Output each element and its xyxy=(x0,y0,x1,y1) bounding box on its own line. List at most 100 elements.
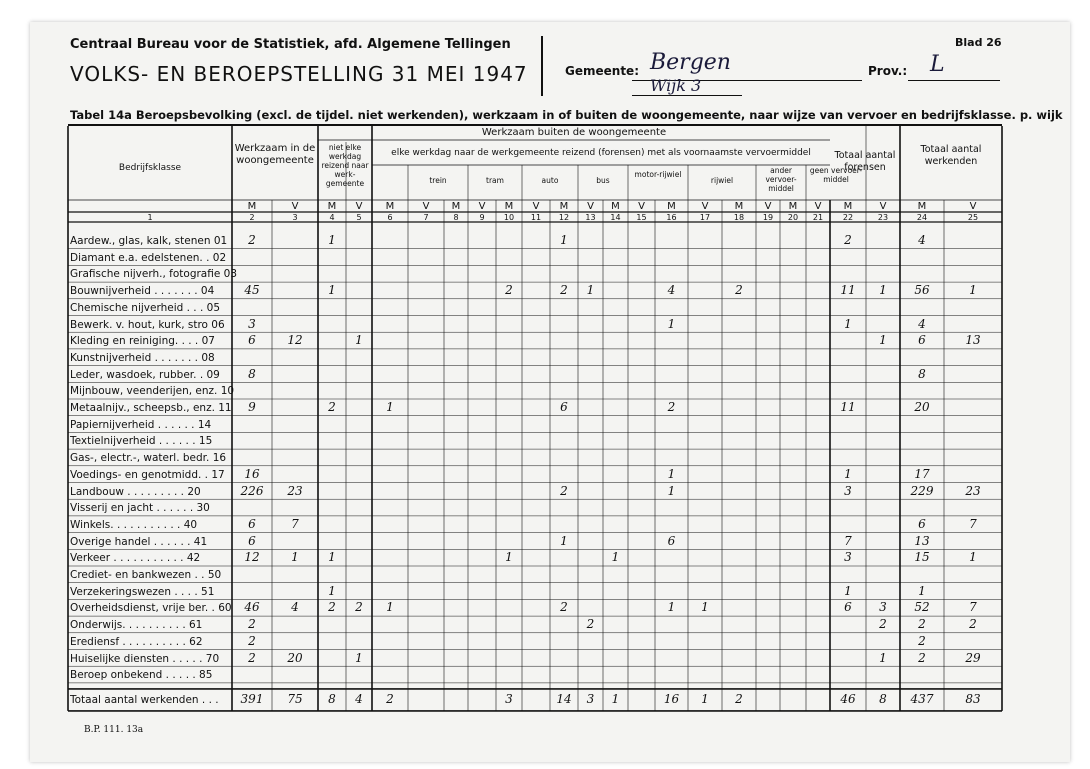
row-label: Kunstnijverheid . . . . . . . 08 xyxy=(70,351,215,364)
cell-value: 1 xyxy=(667,466,676,481)
header-v: V xyxy=(814,201,822,212)
column-number: 7 xyxy=(423,213,429,222)
column-number: 12 xyxy=(558,213,570,222)
row-label: Visserij en jacht . . . . . . 30 xyxy=(70,502,210,515)
province-label: Prov.: xyxy=(868,64,908,78)
cell-value: 4 xyxy=(667,283,676,298)
column-number: 10 xyxy=(503,213,515,222)
cell-value: 2 xyxy=(248,617,256,632)
cell-value: 2 xyxy=(355,600,363,615)
total-value: 2 xyxy=(386,691,394,706)
cell-value: 6 xyxy=(667,533,676,548)
header-divider xyxy=(541,36,543,96)
total-label: Totaal aantal werkenden . . . xyxy=(70,693,219,706)
row-label: Overige handel . . . . . . 41 xyxy=(70,535,208,548)
cell-value: 20 xyxy=(914,400,930,414)
cell-value: 2 xyxy=(248,633,256,648)
column-number: 13 xyxy=(585,213,596,222)
cell-value: 229 xyxy=(910,483,934,498)
cell-value: 2 xyxy=(586,617,595,632)
cell-value: 1 xyxy=(844,583,852,598)
cell-value: 1 xyxy=(328,233,336,247)
cell-value: 2 xyxy=(918,633,926,648)
cell-value: 17 xyxy=(914,466,930,481)
column-number: 11 xyxy=(530,213,542,222)
total-value: 3 xyxy=(505,691,513,706)
cell-value: 23 xyxy=(965,483,981,498)
column-number: 20 xyxy=(787,213,799,222)
cell-value: 1 xyxy=(586,283,595,298)
cell-value: 4 xyxy=(291,600,299,615)
cell-value: 2 xyxy=(667,400,676,414)
cell-value: 2 xyxy=(328,400,336,414)
cell-value: 2 xyxy=(560,600,568,615)
row-label: Leder, wasdoek, rubber. . 09 xyxy=(70,368,220,381)
cell-value: 1 xyxy=(560,233,568,247)
cell-value: 56 xyxy=(914,283,930,298)
cell-value: 23 xyxy=(287,483,303,498)
cell-value: 1 xyxy=(328,283,336,298)
cell-value: 4 xyxy=(918,233,926,247)
header-v: V xyxy=(638,201,645,212)
header-elke-werkdag: elke werkdag naar de werkgemeente reizen… xyxy=(391,148,811,158)
total-value: 46 xyxy=(840,691,856,706)
header-m: M xyxy=(917,201,927,212)
header-m: M xyxy=(734,201,744,212)
cell-value: 7 xyxy=(291,516,299,531)
header-m: M xyxy=(788,201,798,212)
header-niet-elke-werkdag: niet elke werkdag reizend naar werk-geme… xyxy=(321,143,369,188)
row-label: Metaalnijv., scheepsb., enz. 11 xyxy=(70,402,232,414)
cell-value: 6 xyxy=(844,600,852,615)
cell-value: 2 xyxy=(969,617,977,632)
header-v: V xyxy=(879,201,887,212)
cell-value: 1 xyxy=(505,550,513,565)
cell-value: 13 xyxy=(914,533,930,548)
row-label: Mijnbouw, veenderijen, enz. 10 xyxy=(70,385,235,398)
cell-value: 6 xyxy=(560,400,568,414)
column-number: 25 xyxy=(967,213,979,222)
cell-value: 2 xyxy=(560,483,568,498)
cell-value: 1 xyxy=(667,316,676,331)
row-label: Beroep onbekend . . . . . 85 xyxy=(70,669,213,682)
gemeente-label: Gemeente: xyxy=(565,64,639,78)
cell-value: 13 xyxy=(965,333,981,348)
cell-value: 3 xyxy=(844,550,852,565)
total-value: 8 xyxy=(879,691,887,706)
cell-value: 15 xyxy=(914,550,930,565)
cell-value: 1 xyxy=(667,483,676,498)
row-label: Overheidsdienst, vrije ber. . 60 xyxy=(70,602,232,615)
row-label: Bouwnijverheid . . . . . . . 04 xyxy=(70,285,215,298)
cell-value: 16 xyxy=(244,466,260,481)
form-code: B.P. 111. 13a xyxy=(84,725,144,735)
cell-value: 2 xyxy=(248,233,256,247)
cell-value: 2 xyxy=(844,233,852,247)
cell-value: 1 xyxy=(844,316,852,331)
column-number: 18 xyxy=(733,213,745,222)
gemeente-underline xyxy=(632,80,862,81)
table-top-rule xyxy=(68,124,1002,126)
row-label: Voedings- en genotmidd. . 17 xyxy=(70,468,225,481)
column-number: 5 xyxy=(356,213,362,222)
cell-value: 7 xyxy=(969,600,977,615)
form-title: VOLKS- EN BEROEPSTELLING 31 MEI 1947 xyxy=(70,62,528,86)
cell-value: 1 xyxy=(560,533,568,548)
cell-value: 11 xyxy=(840,400,856,414)
column-number: 22 xyxy=(842,213,854,222)
header-v: V xyxy=(422,201,430,212)
column-number: 23 xyxy=(877,213,889,222)
cell-value: 1 xyxy=(969,550,977,565)
total-value: 2 xyxy=(735,691,743,706)
cell-value: 226 xyxy=(240,483,264,498)
total-value: 83 xyxy=(965,691,981,706)
header-m: M xyxy=(843,201,853,212)
cell-value: 2 xyxy=(560,283,568,298)
header-bedrijfsklasse: Bedrijfsklasse xyxy=(118,163,182,173)
total-value: 437 xyxy=(910,691,934,706)
column-number: 21 xyxy=(812,213,824,222)
cell-value: 1 xyxy=(291,550,299,565)
sheet-number: Blad 26 xyxy=(955,36,1002,49)
cell-value: 1 xyxy=(879,650,887,665)
column-number: 16 xyxy=(666,213,677,222)
header-totaal-forensen: Totaal aantal forensen xyxy=(834,150,896,173)
